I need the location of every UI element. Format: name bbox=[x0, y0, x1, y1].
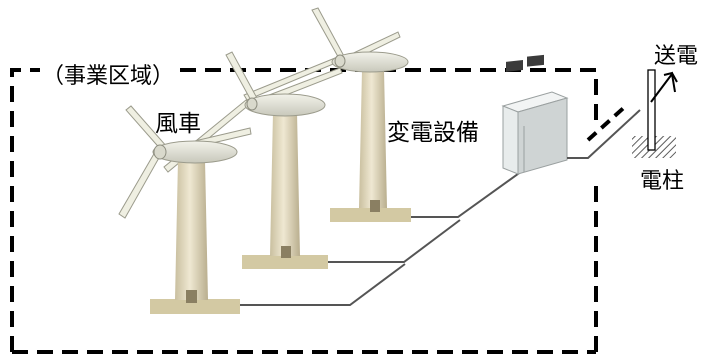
wind-turbine-1 bbox=[118, 105, 252, 314]
utility-pole-label: 電柱 bbox=[640, 169, 685, 194]
project-area-label: （事業区域） bbox=[40, 58, 177, 90]
transmission-label: 送電 bbox=[654, 44, 699, 69]
substation-label: 変電設備 bbox=[387, 120, 479, 146]
wind-turbine-label: 風車 bbox=[155, 111, 201, 137]
transmission-line bbox=[567, 102, 641, 159]
utility-pole-icon bbox=[632, 69, 676, 158]
project-area-boundary bbox=[10, 68, 598, 354]
substation-icon bbox=[501, 54, 569, 175]
wind-turbine-3 bbox=[243, 7, 411, 222]
arrow-icon bbox=[650, 71, 678, 103]
